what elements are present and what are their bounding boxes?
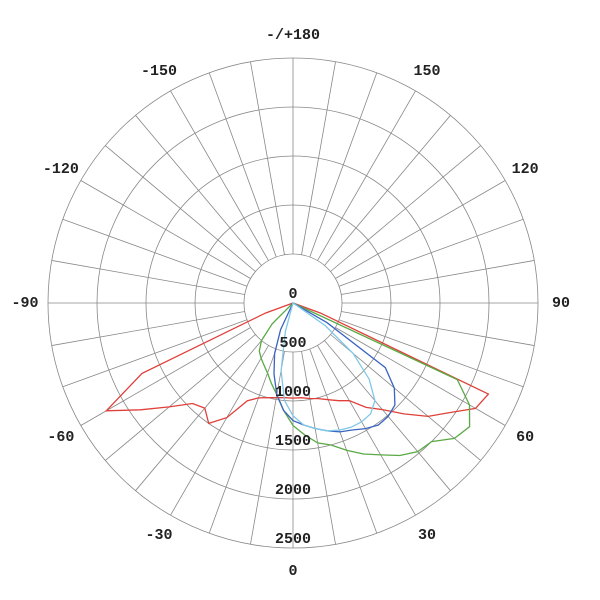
grid-spoke (309, 72, 378, 258)
grid-spoke (105, 334, 256, 461)
grid-spoke (250, 61, 285, 255)
grid-spoke (105, 145, 256, 272)
angle-tick-label: -60 (47, 429, 74, 446)
grid-spoke (301, 351, 336, 545)
grid-spoke (324, 115, 451, 266)
grid-spoke (80, 327, 251, 426)
angle-tick-label: 120 (512, 161, 539, 178)
grid-spoke (51, 260, 245, 295)
angle-tick-label: 150 (413, 63, 440, 80)
grid-spoke (338, 319, 524, 388)
r-tick-label: 2000 (275, 482, 311, 499)
grid-spoke (62, 319, 248, 388)
grid-spoke (335, 327, 506, 426)
angle-tick-label: -30 (145, 527, 172, 544)
angle-tick-label: -/+180 (266, 27, 320, 44)
grid-spoke (341, 260, 535, 295)
angle-tick-label: 60 (516, 429, 534, 446)
grid-spoke (301, 61, 336, 255)
grid-spoke (335, 180, 506, 279)
grid-spoke (208, 72, 277, 258)
angle-tick-label: -150 (141, 63, 177, 80)
angle-tick-label: 30 (418, 527, 436, 544)
series-line (258, 302, 471, 457)
angle-tick-label: 0 (288, 563, 297, 580)
grid-spoke (330, 334, 481, 461)
grid-spoke (309, 348, 378, 534)
grid-spoke (324, 340, 451, 491)
r-tick-label: 1000 (275, 384, 311, 401)
angle-tick-label: -90 (11, 295, 38, 312)
grid-spoke (51, 311, 245, 346)
r-tick-label: 2500 (275, 531, 311, 548)
grid-spoke (250, 351, 285, 545)
grid-spoke (135, 115, 262, 266)
series-line (273, 302, 396, 433)
grid-spoke (338, 218, 524, 287)
angle-tick-label: -120 (43, 161, 79, 178)
grid-spoke (135, 340, 262, 491)
r-tick-label: 0 (288, 286, 297, 303)
r-tick-label: 1500 (275, 433, 311, 450)
grid-spoke (317, 90, 416, 261)
grid-spoke (170, 345, 269, 516)
grid-spoke (341, 311, 535, 346)
grid-spoke (62, 218, 248, 287)
angle-tick-label: 90 (552, 295, 570, 312)
r-tick-label: 500 (279, 335, 306, 352)
series-line (280, 301, 376, 432)
grid-spoke (208, 348, 277, 534)
series-line (104, 302, 490, 425)
grid-spoke (330, 145, 481, 272)
grid-spoke (80, 180, 251, 279)
grid-spoke (317, 345, 416, 516)
grid-spoke (170, 90, 269, 261)
